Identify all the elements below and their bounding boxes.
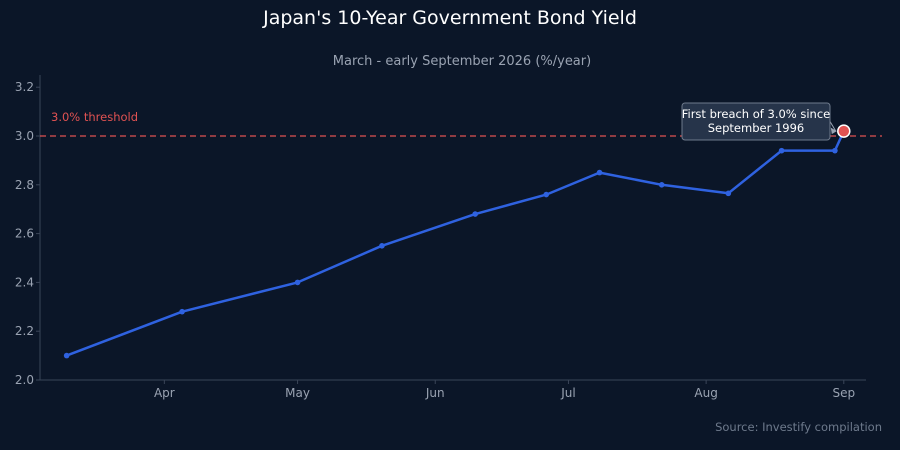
x-tick-label: Jul bbox=[560, 386, 575, 400]
data-point bbox=[379, 243, 385, 249]
axes: 2.0 2.2 2.4 2.6 2.8 3.0 3.2 Apr May Jun Jul Aug Sep bbox=[15, 75, 866, 400]
y-tick-label: 2.8 bbox=[15, 178, 34, 192]
highlight-point bbox=[837, 124, 851, 138]
y-tick-label: 2.6 bbox=[15, 227, 34, 241]
annotation-text: September 1996 bbox=[708, 121, 805, 135]
threshold-label: 3.0% threshold bbox=[51, 110, 138, 124]
data-point bbox=[179, 308, 185, 315]
x-tick-label: Jun bbox=[425, 386, 445, 400]
x-tick-label: Sep bbox=[832, 386, 855, 400]
data-point bbox=[596, 169, 603, 176]
y-tick-label: 2.2 bbox=[15, 324, 34, 338]
x-tick-label: Apr bbox=[154, 386, 175, 400]
annotation-arrowhead bbox=[830, 127, 837, 135]
chart-title: Japan's 10-Year Government Bond Yield bbox=[262, 7, 637, 29]
data-point bbox=[472, 211, 479, 217]
annotation-arrow bbox=[829, 121, 837, 132]
yield-line bbox=[66, 130, 845, 357]
data-point bbox=[63, 352, 70, 359]
y-tick-label: 3.2 bbox=[15, 80, 34, 94]
x-tick-label: Aug bbox=[694, 386, 717, 400]
source-note: Source: Investify compilation bbox=[715, 420, 882, 434]
data-point bbox=[725, 190, 732, 197]
annotation-text: First breach of 3.0% since bbox=[682, 107, 831, 121]
data-point bbox=[658, 182, 665, 188]
y-tick-label: 2.0 bbox=[15, 373, 34, 387]
chart-subtitle: March - early September 2026 (%/year) bbox=[333, 54, 591, 69]
series-layer bbox=[63, 124, 851, 359]
annotation-box bbox=[681, 102, 831, 141]
data-point bbox=[294, 279, 301, 286]
y-tick-label: 3.0 bbox=[15, 129, 34, 143]
y-tick-label: 2.4 bbox=[15, 275, 34, 289]
data-point bbox=[832, 147, 838, 154]
data-point bbox=[778, 147, 785, 154]
x-tick-label: May bbox=[285, 386, 310, 400]
data-point bbox=[543, 191, 550, 198]
